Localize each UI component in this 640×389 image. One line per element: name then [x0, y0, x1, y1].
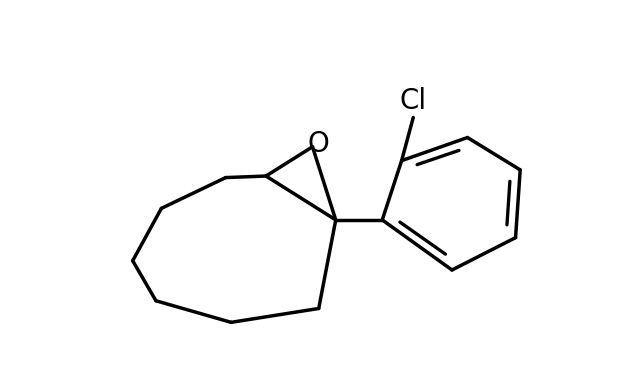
- Text: Cl: Cl: [400, 87, 427, 115]
- Text: O: O: [308, 130, 330, 158]
